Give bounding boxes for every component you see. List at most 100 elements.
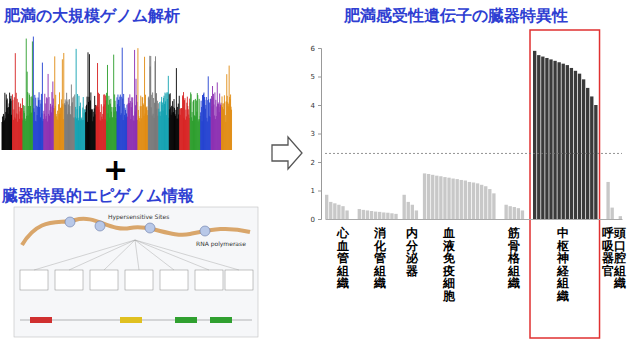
- nucleosome: [145, 223, 155, 233]
- bar: [549, 59, 552, 219]
- y-tick-mark: [318, 162, 321, 163]
- manhattan-stroke: [33, 37, 34, 150]
- manhattan-stroke: [182, 95, 183, 150]
- diagram-box: [225, 270, 253, 290]
- bar: [358, 209, 361, 219]
- diagram-box: [90, 270, 118, 290]
- manhattan-stroke: [43, 111, 44, 150]
- manhattan-stroke: [90, 92, 91, 150]
- manhattan-stroke: [23, 105, 24, 150]
- manhattan-stroke: [146, 106, 147, 150]
- manhattan-stroke: [156, 93, 157, 150]
- manhattan-stroke: [56, 114, 57, 150]
- manhattan-stroke: [7, 108, 8, 150]
- y-tick-mark: [318, 105, 321, 106]
- manhattan-stroke: [179, 96, 180, 150]
- manhattan-stroke: [93, 112, 94, 150]
- manhattan-stroke: [111, 107, 112, 150]
- manhattan-stroke: [35, 98, 36, 150]
- bar: [402, 195, 405, 219]
- manhattan-stroke: [199, 99, 200, 150]
- manhattan-stroke: [87, 97, 88, 150]
- diagram-connector: [135, 240, 174, 270]
- manhattan-stroke: [12, 100, 13, 150]
- y-tick-label: 1: [311, 187, 315, 195]
- manhattan-stroke: [103, 95, 104, 150]
- y-tick-mark: [318, 191, 321, 192]
- y-tick: 1: [311, 187, 321, 195]
- bar: [533, 51, 536, 219]
- x-tick-label: 頭口腔組織: [613, 226, 626, 290]
- y-tick-label: 0: [311, 216, 315, 224]
- bar: [517, 208, 520, 219]
- manhattan-stroke: [169, 94, 170, 150]
- manhattan-stroke: [61, 99, 62, 150]
- diagram-connector: [104, 240, 135, 270]
- manhattan-stroke: [226, 74, 227, 150]
- y-tick-mark: [318, 48, 321, 49]
- manhattan-stroke: [143, 105, 144, 150]
- manhattan-stroke: [115, 107, 116, 150]
- manhattan-stroke: [230, 94, 231, 150]
- manhattan-stroke: [158, 109, 159, 150]
- manhattan-stroke: [70, 114, 71, 150]
- manhattan-stroke: [157, 101, 158, 150]
- manhattan-stroke: [184, 98, 185, 150]
- panel-title: 臓器特異的エピゲノム情報: [1, 186, 195, 205]
- manhattan-stroke: [54, 56, 55, 150]
- manhattan-stroke: [172, 101, 173, 150]
- x-tick: 心血管組織: [336, 219, 350, 290]
- bar: [488, 189, 491, 219]
- manhattan-stroke: [96, 106, 97, 150]
- bar: [345, 210, 348, 219]
- manhattan-stroke: [208, 76, 209, 150]
- manhattan-stroke: [164, 96, 165, 150]
- manhattan-stroke: [193, 100, 194, 150]
- arrow: [272, 137, 302, 169]
- manhattan-stroke: [118, 100, 119, 150]
- bar: [329, 202, 332, 219]
- manhattan-stroke: [136, 79, 137, 150]
- nucleosome: [200, 226, 210, 236]
- manhattan-stroke: [164, 93, 165, 150]
- manhattan-stroke: [166, 92, 167, 150]
- manhattan-stroke: [181, 109, 182, 150]
- bar: [435, 176, 438, 219]
- manhattan-stroke: [206, 97, 207, 150]
- manhattan-stroke: [113, 55, 114, 150]
- manhattan-stroke: [25, 119, 26, 150]
- manhattan-stroke: [53, 108, 54, 150]
- manhattan-stroke: [55, 95, 56, 150]
- bar: [619, 216, 622, 219]
- manhattan-stroke: [161, 97, 162, 150]
- diagram-segment: [30, 317, 52, 323]
- manhattan-stroke: [95, 105, 96, 150]
- manhattan-stroke: [71, 84, 72, 150]
- diagram-segment: [175, 317, 197, 323]
- bar: [411, 205, 414, 219]
- manhattan-stroke: [194, 115, 195, 150]
- manhattan-stroke: [59, 92, 60, 150]
- manhattan-stroke: [41, 94, 42, 150]
- manhattan-stroke: [117, 97, 118, 150]
- manhattan-stroke: [40, 100, 41, 150]
- manhattan-stroke: [122, 48, 123, 150]
- manhattan-stroke: [165, 94, 166, 150]
- manhattan-stroke: [193, 100, 194, 150]
- manhattan-stroke: [208, 99, 209, 150]
- manhattan-stroke: [29, 93, 30, 150]
- manhattan-stroke: [62, 59, 63, 150]
- manhattan-stroke: [211, 96, 212, 150]
- manhattan-stroke: [56, 116, 57, 150]
- manhattan-stroke: [44, 94, 45, 150]
- manhattan-stroke: [136, 102, 137, 150]
- manhattan-stroke: [128, 103, 129, 150]
- manhattan-stroke: [112, 118, 113, 150]
- bar: [521, 210, 524, 219]
- manhattan-stroke: [151, 95, 152, 150]
- x-tick-char: 織: [556, 289, 569, 303]
- manhattan-stroke: [189, 99, 190, 150]
- manhattan-stroke: [191, 94, 192, 150]
- manhattan-stroke: [85, 109, 86, 150]
- bar: [504, 205, 507, 219]
